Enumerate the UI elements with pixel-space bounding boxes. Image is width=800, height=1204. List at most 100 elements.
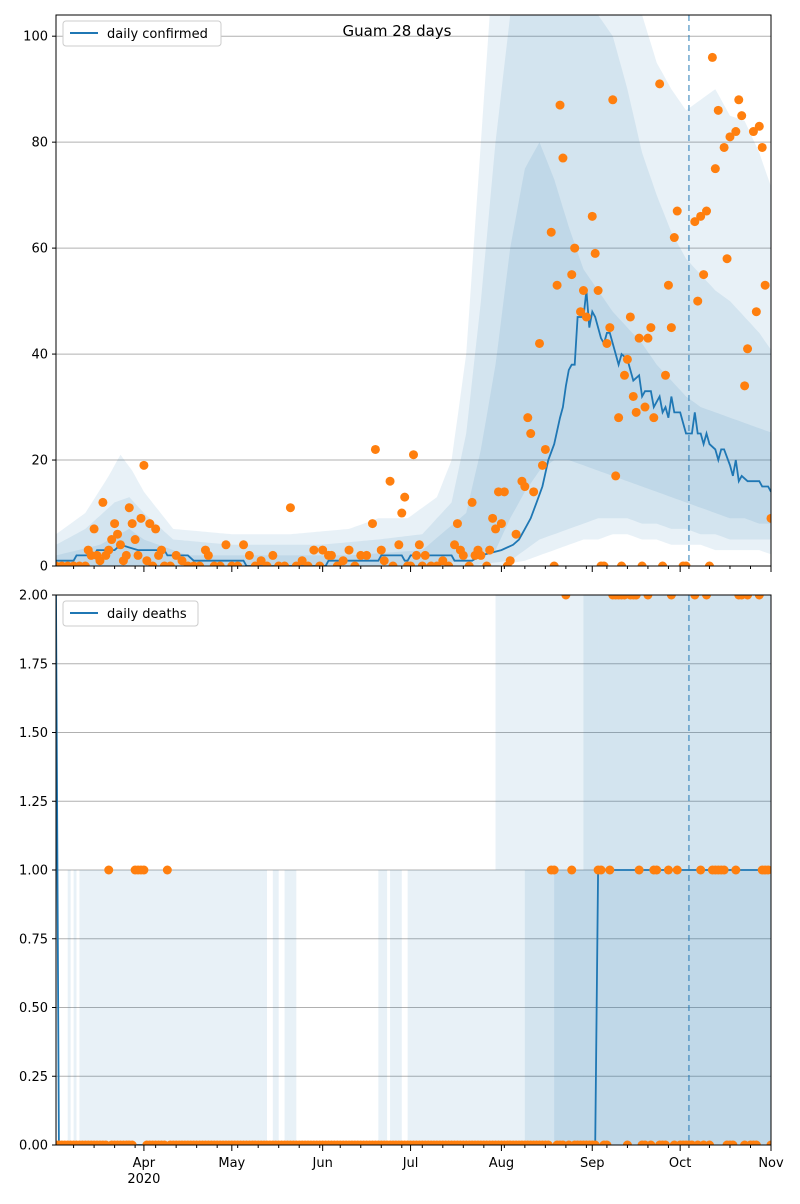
observed-point bbox=[151, 524, 161, 534]
legend-label-daily-deaths: daily deaths bbox=[107, 607, 187, 622]
observed-point bbox=[634, 865, 644, 875]
observed-point bbox=[89, 524, 99, 534]
confirmed-plot-area bbox=[56, 15, 771, 566]
observed-point bbox=[561, 595, 571, 600]
observed-point bbox=[127, 1140, 137, 1145]
observed-point bbox=[526, 429, 536, 439]
observed-point bbox=[338, 556, 348, 566]
observed-point bbox=[605, 323, 615, 333]
observed-point bbox=[546, 227, 556, 237]
observed-point bbox=[622, 1140, 632, 1145]
observed-point bbox=[590, 248, 600, 258]
uncertainty-band bbox=[79, 870, 262, 1145]
observed-point bbox=[760, 280, 770, 290]
y-tick-label: 60 bbox=[31, 242, 48, 257]
observed-point bbox=[303, 561, 313, 566]
y-tick-label: 1.25 bbox=[19, 795, 48, 810]
uncertainty-band bbox=[598, 870, 771, 1145]
observed-point bbox=[409, 450, 418, 460]
observed-point bbox=[605, 865, 615, 875]
observed-point bbox=[702, 206, 712, 216]
observed-point bbox=[578, 286, 588, 295]
y-tick-label: 20 bbox=[31, 454, 48, 469]
observed-point bbox=[309, 545, 319, 555]
observed-point bbox=[165, 561, 175, 566]
top-chart: Guam 28 days bbox=[343, 22, 452, 40]
observed-point bbox=[488, 513, 498, 523]
observed-point bbox=[411, 550, 421, 560]
uncertainty-band bbox=[73, 870, 77, 1145]
observed-point bbox=[464, 561, 474, 566]
uncertainty-band bbox=[67, 870, 71, 1145]
observed-point bbox=[499, 487, 509, 497]
x-tick-label: Nov bbox=[758, 1156, 784, 1171]
observed-point bbox=[297, 556, 307, 566]
observed-point bbox=[631, 407, 641, 417]
observed-point bbox=[80, 561, 90, 566]
observed-point bbox=[113, 529, 123, 539]
observed-point bbox=[602, 1140, 612, 1145]
x-tick-label: Jul bbox=[402, 1156, 419, 1171]
observed-point bbox=[622, 354, 632, 364]
observed-point bbox=[713, 105, 723, 115]
x-tick-label: Apr bbox=[133, 1156, 156, 1171]
y-tick-label: 0 bbox=[40, 560, 48, 575]
observed-point bbox=[751, 1140, 761, 1145]
observed-point bbox=[628, 391, 638, 401]
observed-point bbox=[637, 561, 647, 566]
observed-point bbox=[162, 865, 172, 875]
y-tick-label: 80 bbox=[31, 136, 48, 151]
deaths-plot-area bbox=[56, 595, 771, 1145]
uncertainty-band bbox=[583, 595, 599, 1145]
uncertainty-band bbox=[407, 870, 496, 1145]
observed-point bbox=[467, 497, 477, 507]
observed-point bbox=[655, 79, 665, 89]
observed-point bbox=[643, 333, 653, 343]
x-tick-label: May bbox=[218, 1156, 245, 1171]
observed-point bbox=[596, 865, 606, 875]
observed-point bbox=[719, 142, 729, 152]
observed-point bbox=[476, 550, 486, 560]
observed-point bbox=[233, 561, 243, 566]
top-legend: daily confirmed bbox=[62, 20, 222, 47]
observed-point bbox=[634, 333, 644, 343]
y-tick-label: 0.75 bbox=[19, 932, 48, 947]
observed-point bbox=[417, 561, 427, 566]
observed-point bbox=[406, 561, 416, 566]
observed-point bbox=[95, 556, 105, 566]
observed-point bbox=[722, 254, 732, 264]
observed-point bbox=[549, 865, 559, 875]
uncertainty-band bbox=[272, 870, 279, 1145]
observed-point bbox=[631, 595, 641, 600]
observed-point bbox=[757, 142, 767, 152]
observed-point bbox=[672, 865, 682, 875]
observed-point bbox=[696, 865, 706, 875]
observed-point bbox=[640, 402, 650, 412]
observed-point bbox=[394, 540, 404, 550]
y-tick-label: 100 bbox=[23, 30, 48, 45]
observed-point bbox=[643, 595, 653, 600]
observed-point bbox=[344, 545, 354, 555]
axes-frame bbox=[55, 14, 772, 567]
observed-point bbox=[535, 338, 545, 348]
observed-point bbox=[543, 1140, 553, 1145]
observed-point bbox=[587, 211, 597, 221]
observed-point bbox=[145, 519, 155, 529]
observed-point bbox=[646, 1140, 656, 1145]
observed-point bbox=[388, 561, 398, 566]
observed-point bbox=[699, 270, 709, 280]
observed-point bbox=[318, 545, 328, 555]
y-tick-label: 1.00 bbox=[19, 864, 48, 879]
uncertainty-band bbox=[378, 870, 388, 1145]
observed-point bbox=[107, 535, 117, 545]
observed-point bbox=[115, 540, 125, 550]
observed-point bbox=[400, 492, 410, 502]
observed-point bbox=[127, 519, 137, 529]
observed-point bbox=[567, 270, 577, 280]
uncertainty-band bbox=[56, 15, 771, 566]
observed-point bbox=[280, 561, 290, 566]
observed-point bbox=[690, 217, 700, 227]
observed-point bbox=[130, 535, 140, 545]
